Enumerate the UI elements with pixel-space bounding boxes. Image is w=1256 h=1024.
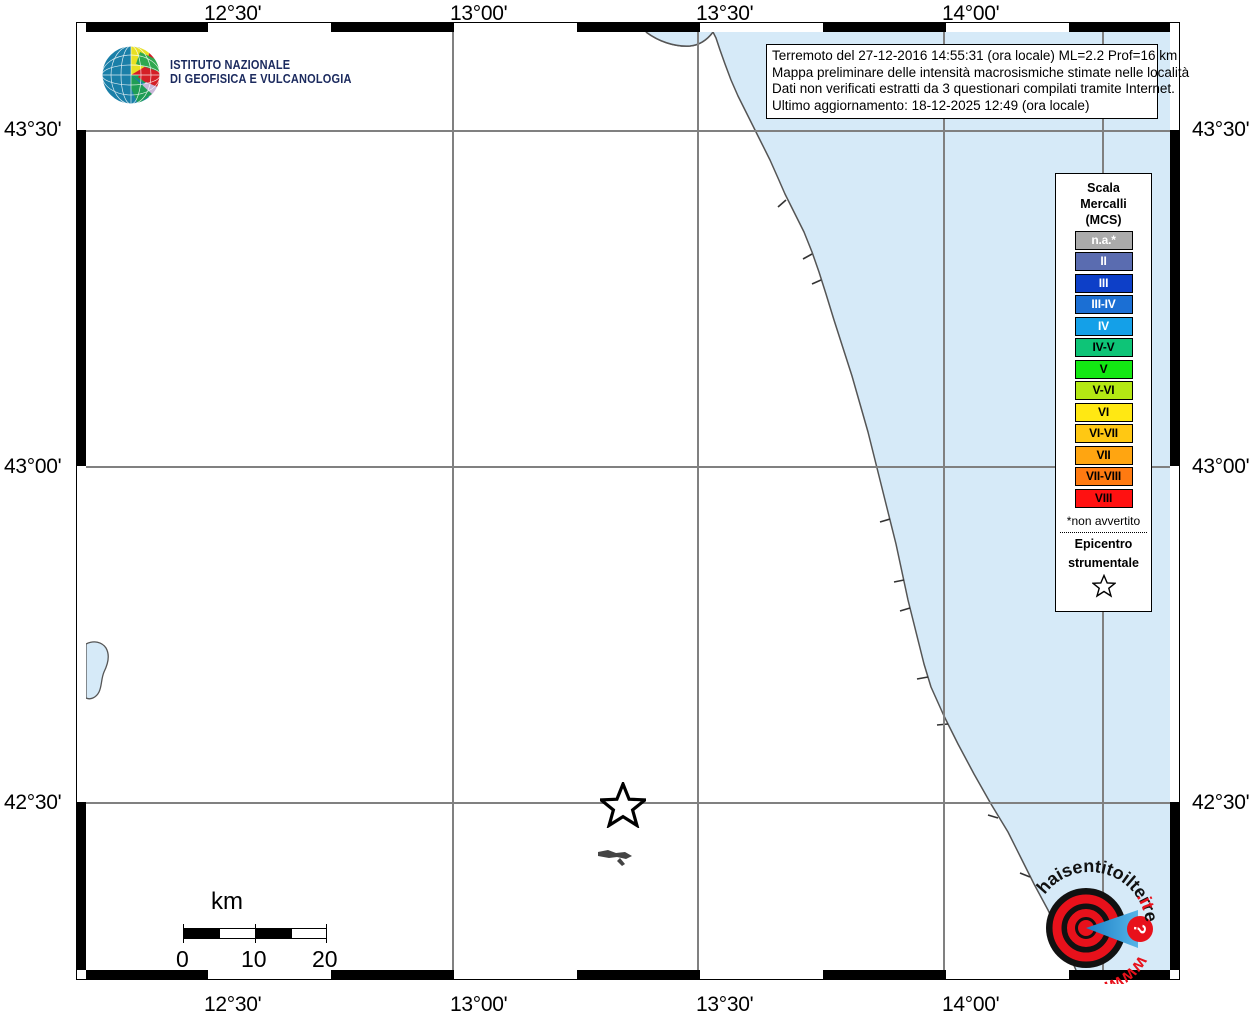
gridline-lon-13-00: [697, 32, 699, 970]
legend-swatch-vi: VI: [1074, 402, 1133, 422]
info-line-data: Dati non verificati estratti da 3 questi…: [772, 81, 1175, 96]
legend-swatch-iii-iv: III-IV: [1074, 295, 1133, 314]
axis-tick-bottom-2: 13°30': [696, 993, 754, 1016]
axis-tick-right-0: 43°30': [1192, 118, 1250, 141]
axis-tick-bottom-1: 13°00': [450, 993, 508, 1016]
lake-polygon: [86, 641, 109, 700]
info-line-event: Terremoto del 27-12-2016 14:55:31 (ora l…: [772, 48, 1178, 63]
axis-tick-left-0: 43°30': [4, 118, 62, 141]
map-plot-area: [86, 32, 1170, 970]
scale-cap-2: [326, 924, 328, 943]
coast-hatch-marks: [777, 199, 1031, 878]
legend-swatch-n-a-: n.a.*: [1074, 230, 1133, 250]
coastline: [712, 32, 1077, 970]
gridline-lat-43-30: [86, 130, 1170, 132]
legend-star-icon: [1090, 573, 1117, 598]
scale-bar: km 0 10 20: [175, 888, 338, 976]
hsit-logo-icon: ? haisentitoilterremoto .it www.: [1012, 844, 1162, 998]
scale-seg-1: [184, 929, 220, 938]
scale-seg-2: [256, 929, 292, 938]
gridline-lon-13-30: [943, 32, 945, 970]
legend-swatch-vi-vii: VI-VII: [1074, 424, 1133, 443]
legend-swatch-iv-v: IV-V: [1074, 338, 1133, 357]
info-line-update: Ultimo aggiornamento: 18-12-2025 12:49 (…: [772, 97, 1090, 113]
axis-tick-left-1: 43°00': [4, 455, 62, 478]
axis-tick-left-2: 42°30': [4, 791, 62, 814]
ingv-logo-text: ISTITUTO NAZIONALE DI GEOFISICA E VULCAN…: [170, 58, 376, 86]
axis-tick-top-2: 13°30': [696, 2, 754, 25]
axis-tick-top-0: 12°30': [204, 2, 262, 25]
info-line-map: Mappa preliminare delle intensità macros…: [772, 64, 1190, 80]
scale-tick-1: 10: [241, 946, 267, 972]
legend-swatch-vii: VII: [1074, 445, 1133, 465]
axis-tick-bottom-3: 14°00': [942, 993, 1000, 1016]
haisentitoilterremoto-logo[interactable]: ? haisentitoilterremoto .it www.: [1012, 844, 1162, 998]
axis-tick-top-3: 14°00': [942, 2, 1000, 25]
axis-tick-top-1: 13°00': [450, 2, 508, 25]
legend-swatch-iv: IV: [1074, 316, 1133, 336]
legend-title-line3: (MCS): [1085, 213, 1122, 227]
legend-epicenter-line2: strumentale: [1068, 555, 1139, 570]
star-icon: [596, 779, 650, 829]
legend-swatch-vii-viii: VII-VIII: [1074, 467, 1133, 486]
place-label-speckle: [598, 850, 632, 866]
gridline-lon-12-30: [452, 32, 454, 970]
legend-swatch-viii: VIII: [1074, 488, 1133, 508]
legend-swatch-ii: II: [1074, 252, 1133, 271]
scale-tick-0: 0: [176, 946, 189, 972]
legend-footnote: *non avvertito: [1066, 513, 1141, 528]
legend-title-line1: Scala: [1087, 181, 1120, 195]
bay-sea-fill: [646, 32, 713, 47]
axis-tick-right-2: 42°30': [1192, 791, 1250, 814]
legend-swatch-v-vi: V-VI: [1074, 381, 1133, 400]
ingv-logo: ISTITUTO NAZIONALE DI GEOFISICA E VULCAN…: [100, 44, 351, 106]
earthquake-info-box: Terremoto del 27-12-2016 14:55:31 (ora l…: [766, 44, 1190, 119]
ingv-globe-icon: [101, 45, 161, 105]
legend-swatch-list: n.a.* II III III-IV IV IV-V V V-VI VI VI-VII VII VI…: [1056, 230, 1151, 508]
scale-cap-0: [183, 924, 185, 943]
coastline-bay-outline: [645, 32, 714, 47]
scale-tick-2: 20: [312, 946, 338, 972]
gridline-lat-43-00: [86, 466, 1170, 468]
scale-cap-1: [255, 924, 257, 943]
legend-epicenter-line1: Epicentro: [1074, 536, 1133, 551]
legend-title-line2: Mercalli: [1080, 197, 1127, 211]
map-geometry: [86, 32, 1170, 970]
ingv-logo-line2: DI GEOFISICA E VULCANOLOGIA: [170, 72, 352, 86]
scale-bar-unit: km: [211, 888, 243, 915]
legend-swatch-iii: III: [1074, 273, 1133, 293]
legend-divider: [1060, 531, 1147, 533]
legend-swatch-v: V: [1074, 359, 1133, 379]
mercalli-scale-legend: Scala Mercalli (MCS) n.a.* II III III-IV IV I…: [1055, 173, 1152, 612]
epicenter-star-marker[interactable]: [596, 779, 650, 829]
axis-tick-bottom-0: 12°30': [204, 993, 262, 1016]
ingv-logo-line1: ISTITUTO NAZIONALE: [170, 58, 291, 72]
axis-tick-right-1: 43°00': [1192, 455, 1250, 478]
svg-text:?: ?: [1130, 923, 1150, 935]
